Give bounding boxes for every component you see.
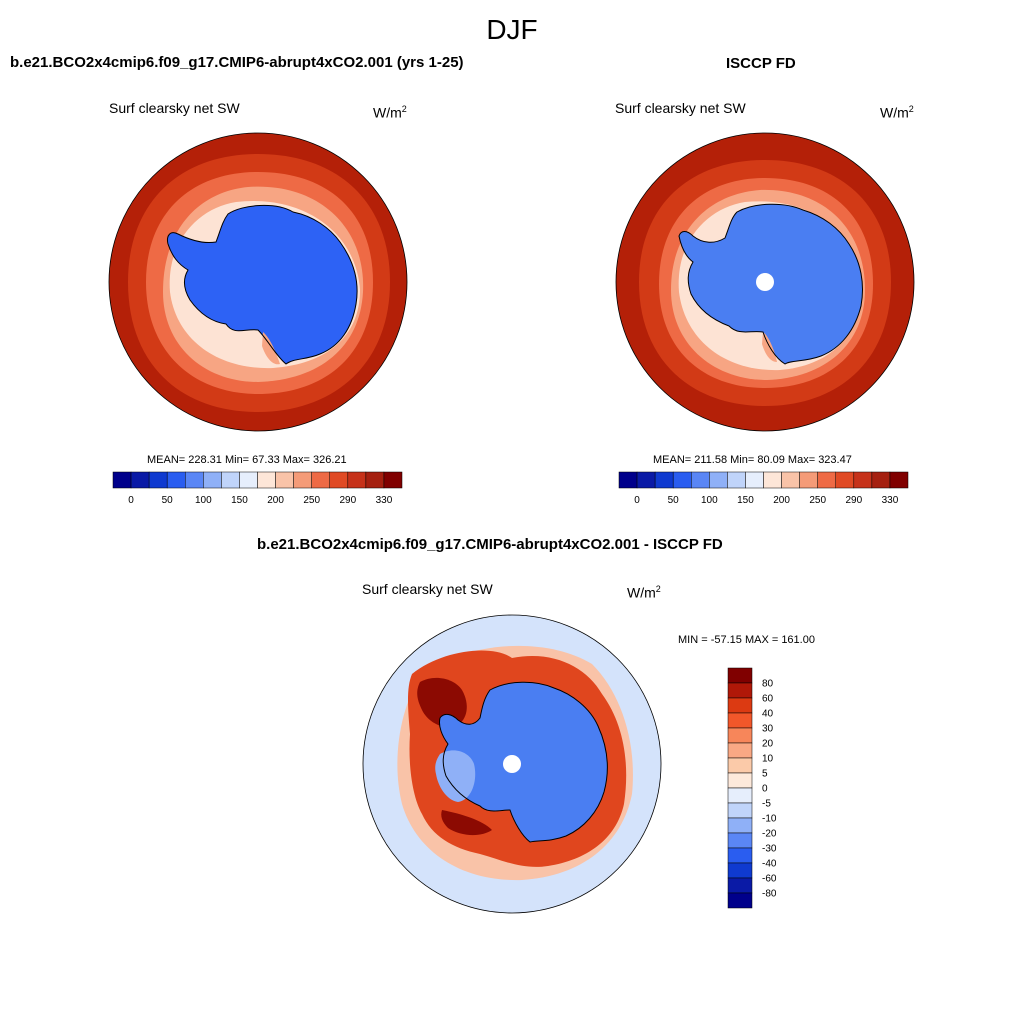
panel-diff-colorbar-box: [727, 787, 753, 804]
panel-diff-colorbar-box: [727, 727, 753, 744]
panel-model-colorbar-label: 330: [376, 495, 393, 506]
panel-obs-colorbar-box: [835, 471, 855, 489]
panel-diff-colorbar-label: -5: [762, 799, 771, 810]
panel-model-units: W/m2: [373, 104, 407, 121]
panel-obs-colorbar-box: [618, 471, 638, 489]
panel-obs-colorbar-label: 290: [845, 495, 862, 506]
panel-obs-colorbar-box: [853, 471, 873, 489]
panel-obs-colorbar-label: 200: [773, 495, 790, 506]
panel-model-colorbar-box: [311, 471, 330, 489]
panel-diff-colorbar-label: 60: [762, 694, 774, 705]
panel-model-title: b.e21.BCO2x4cmip6.f09_g17.CMIP6-abrupt4x…: [10, 54, 464, 71]
panel-diff-colorbar-box: [727, 877, 753, 894]
panel-diff-colorbar-box: [727, 802, 753, 819]
panel-obs-colorbar-box: [781, 471, 800, 489]
panel-model-colorbar-label: 0: [128, 495, 134, 506]
panel-model-colorbar-box: [257, 471, 276, 489]
panel-obs-units: W/m2: [880, 104, 914, 121]
panel-model-map: [108, 132, 408, 432]
panel-diff-colorbar-box: [727, 682, 753, 699]
panel-model-colorbar-box: [329, 471, 349, 489]
panel-obs-colorbar-label: 330: [882, 495, 899, 506]
panel-diff-colorbar-label: -20: [762, 829, 777, 840]
panel-diff-colorbar-label: 5: [762, 769, 768, 780]
panel-diff-colorbar-box: [727, 892, 753, 909]
panel-diff-colorbar-box: [727, 832, 753, 849]
panel-model-colorbar-label: 50: [162, 495, 174, 506]
panel-diff-units: W/m2: [627, 584, 661, 601]
panel-diff-colorbar-label: -60: [762, 874, 777, 885]
panel-obs-colorbar-label: 250: [809, 495, 826, 506]
panel-obs-colorbar-box: [889, 471, 909, 489]
panel-diff-colorbar-label: 20: [762, 739, 774, 750]
panel-diff-variable: Surf clearsky net SW: [362, 581, 493, 597]
panel-diff-title: b.e21.BCO2x4cmip6.f09_g17.CMIP6-abrupt4x…: [257, 536, 723, 553]
panel-model-colorbar-label: 200: [267, 495, 284, 506]
panel-obs-colorbar-box: [817, 471, 836, 489]
panel-model-colorbar-label: 100: [195, 495, 212, 506]
panel-model-colorbar-box: [383, 471, 403, 489]
panel-obs-map: [615, 132, 915, 432]
panel-diff-colorbar-box: [727, 772, 753, 789]
panel-obs-colorbar: 0 50 100 150 200 250 290 330: [618, 471, 909, 506]
panel-model-colorbar-box: [166, 471, 186, 489]
panel-model-colorbar-box: [293, 471, 312, 489]
panel-obs-colorbar-box: [763, 471, 782, 489]
figure-title: DJF: [486, 14, 538, 45]
panel-obs-colorbar-box: [672, 471, 692, 489]
panel-diff-colorbar-label: -30: [762, 844, 777, 855]
panel-diff-minmax: MIN = -57.15 MAX = 161.00: [678, 634, 815, 646]
panel-obs-colorbar-label: 150: [737, 495, 754, 506]
panel-diff-colorbar-label: -40: [762, 859, 777, 870]
panel-diff-colorbar-box: [727, 817, 753, 834]
panel-model-colorbar-label: 290: [339, 495, 356, 506]
panel-obs-colorbar-box: [636, 471, 656, 489]
panel-model-colorbar: 0 50 100 150 200 250 290 330: [112, 471, 403, 506]
panel-obs-colorbar-box: [709, 471, 728, 489]
panel-obs-colorbar-box: [871, 471, 891, 489]
panel-diff-colorbar-box: [727, 667, 753, 684]
panel-diff-colorbar-box: [727, 712, 753, 729]
panel-diff-colorbar-label: -10: [762, 814, 777, 825]
panel-diff-colorbar-box: [727, 862, 753, 879]
panel-model-colorbar-box: [185, 471, 204, 489]
panel-obs-colorbar-box: [691, 471, 710, 489]
panel-obs-colorbar-box: [799, 471, 818, 489]
panel-model-colorbar-box: [365, 471, 385, 489]
panel-diff-colorbar-label: 0: [762, 784, 768, 795]
panel-obs-variable: Surf clearsky net SW: [615, 100, 746, 116]
panel-obs-colorbar-label: 0: [634, 495, 640, 506]
panel-obs-colorbar-box: [727, 471, 746, 489]
panel-diff-colorbar-label: 40: [762, 709, 774, 720]
panel-obs-colorbar-label: 50: [668, 495, 680, 506]
panel-diff-colorbar-label: 10: [762, 754, 774, 765]
panel-obs-stats: MEAN= 211.58 Min= 80.09 Max= 323.47: [653, 454, 852, 466]
panel-obs-title: ISCCP FD: [726, 55, 796, 72]
panel-diff-colorbar-label: 80: [762, 679, 774, 690]
panel-diff-colorbar-box: [727, 757, 753, 774]
panel-obs-colorbar-label: 100: [701, 495, 718, 506]
panel-obs-colorbar-box: [745, 471, 764, 489]
panel-diff-colorbar-box: [727, 742, 753, 759]
panel-diff-map: [362, 614, 662, 914]
panel-diff-colorbar-box: [727, 697, 753, 714]
panel-model-colorbar-box: [130, 471, 150, 489]
panel-diff-colorbar-label: -80: [762, 889, 777, 900]
panel-model-stats: MEAN= 228.31 Min= 67.33 Max= 326.21: [147, 454, 347, 466]
panel-model-colorbar-box: [112, 471, 132, 489]
panel-model-colorbar-box: [148, 471, 168, 489]
panel-model-colorbar-box: [203, 471, 222, 489]
panel-model-colorbar-box: [221, 471, 240, 489]
panel-model-colorbar-box: [239, 471, 258, 489]
panel-model-colorbar-box: [275, 471, 294, 489]
panel-model-variable: Surf clearsky net SW: [109, 100, 240, 116]
panel-model-colorbar-label: 250: [303, 495, 320, 506]
panel-diff-colorbar: 80 60 40 30 20 10 5 0 -5 -10 -20 -30 -40 -60 -80: [727, 667, 777, 909]
panel-model-colorbar-label: 150: [231, 495, 248, 506]
panel-diff-colorbar-box: [727, 847, 753, 864]
panel-model-colorbar-box: [347, 471, 367, 489]
panel-diff-colorbar-label: 30: [762, 724, 774, 735]
panel-obs-colorbar-box: [654, 471, 674, 489]
